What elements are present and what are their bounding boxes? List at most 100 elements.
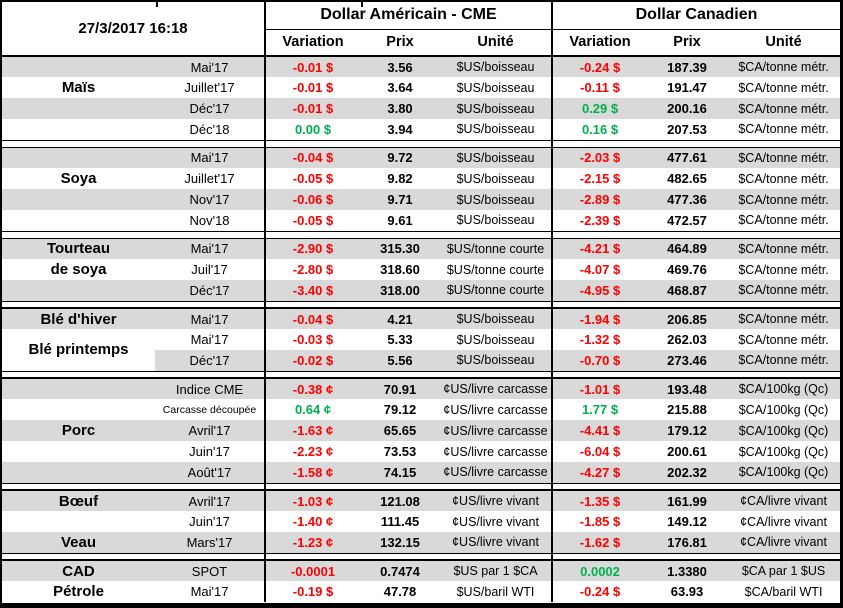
- us-variation-cell: -0.01 $: [264, 56, 361, 77]
- commodity-label-cell: Blé printemps: [28, 341, 129, 359]
- us-unit-cell: $US/boisseau: [456, 122, 535, 137]
- ca-price-cell: 202.32: [647, 462, 728, 483]
- us-unit-cell: $US/boisseau: [440, 147, 553, 168]
- ca-unit-cell: $CA/100kg (Qc): [738, 402, 829, 417]
- separator-us: [264, 482, 553, 491]
- ca-variation-cell: -6.04 $: [551, 441, 648, 462]
- ca-unit-cell: $CA/tonne métr.: [727, 238, 840, 259]
- group-separator-row: [2, 552, 840, 561]
- table-row: Soya Juillet'17 -0.05 $ 9.82 $US/boisseau -2.…: [2, 168, 840, 189]
- ca-price-cell: 63.93: [670, 584, 704, 599]
- separator-ca: [551, 370, 840, 379]
- ca-unit-cell: ¢CA/livre vivant: [727, 490, 840, 511]
- contract-month-cell: Déc'17: [155, 98, 266, 119]
- group-separator-row: [2, 230, 840, 239]
- ca-unit-cell: $CA/tonne métr.: [727, 280, 840, 301]
- group-separator-row: [2, 139, 840, 148]
- ca-price-cell: 176.81: [647, 532, 728, 553]
- commodity-label-cell: [2, 462, 155, 483]
- us-unit-cell: ¢US/livre vivant: [440, 532, 553, 553]
- separator-ca: [551, 482, 840, 491]
- us-variation-cell: -3.40 $: [264, 280, 361, 301]
- us-unit-cell: $US/tonne courte: [446, 262, 545, 277]
- us-unit-cell: ¢US/livre carcasse: [440, 378, 553, 399]
- ca-unit-cell: $CA/100kg (Qc): [738, 444, 829, 459]
- ca-variation-cell: -4.95 $: [551, 280, 648, 301]
- contract-month-cell: Carcasse découpée: [162, 403, 257, 416]
- us-price-cell: 5.56: [360, 350, 441, 371]
- datetime-header: 27/3/2017 16:18: [2, 2, 266, 57]
- ca-price-cell: 468.87: [647, 280, 728, 301]
- contract-month-cell: Nov'18: [189, 212, 230, 228]
- commodity-label-cell: Maïs: [61, 79, 96, 96]
- ca-variation-cell: -0.24 $: [551, 56, 648, 77]
- contract-month-cell: Août'17: [155, 462, 266, 483]
- separator-ca: [551, 552, 840, 561]
- ca-variation-cell: -1.85 $: [551, 511, 648, 532]
- ca-price-cell: 179.12: [647, 420, 728, 441]
- ca-unit-cell: $CA/tonne métr.: [738, 332, 829, 347]
- us-variation-cell: -0.02 $: [264, 350, 361, 371]
- us-variation-cell: 0.64 ¢: [264, 399, 361, 420]
- us-unite-header: Unité: [440, 29, 553, 57]
- us-variation-cell: 0.00 $: [264, 119, 361, 140]
- contract-month-cell: Avril'17: [155, 490, 266, 511]
- us-price-cell: 79.12: [383, 402, 417, 417]
- separator-left: [2, 370, 266, 379]
- ca-unit-cell: $CA/tonne métr.: [727, 189, 840, 210]
- ca-variation-cell: -4.07 $: [551, 259, 648, 280]
- contract-month-cell: Mai'17: [155, 56, 266, 77]
- us-variation-cell: -0.05 $: [264, 168, 361, 189]
- us-unit-cell: ¢US/livre vivant: [452, 514, 539, 529]
- commodity-label-cell: [2, 399, 155, 420]
- group-separator-row: [2, 370, 840, 379]
- us-price-cell: 111.45: [380, 514, 420, 529]
- commodity-label-cell: Tourteau: [2, 238, 155, 259]
- ca-price-cell: 472.57: [667, 212, 707, 228]
- us-unit-cell: $US/boisseau: [440, 98, 553, 119]
- commodity-label-cell: [2, 56, 155, 77]
- commodity-label-cell: Blé d'hiver: [2, 308, 155, 329]
- ca-variation-cell: 0.0002: [551, 560, 648, 581]
- us-variation-cell: -0.03 $: [264, 329, 361, 350]
- us-variation-header: Variation: [264, 29, 361, 57]
- table-row: Maïs Juillet'17 -0.01 $ 3.64 $US/boisseau -0.…: [2, 77, 840, 98]
- ca-unit-cell: $CA/tonne métr.: [727, 350, 840, 371]
- ca-price-cell: 273.46: [647, 350, 728, 371]
- contract-month-cell: Nov'17: [155, 189, 266, 210]
- us-unit-cell: $US/boisseau: [440, 350, 553, 371]
- ca-variation-cell: -0.11 $: [551, 77, 648, 98]
- ca-variation-cell: 0.16 $: [551, 119, 648, 140]
- table-row: Déc'17 -0.02 $5.56 $US/boisseau -0.70 $273.…: [2, 350, 840, 371]
- commodity-label-cell: Porc: [2, 420, 155, 441]
- us-price-cell: 4.21: [360, 308, 441, 329]
- commodity-label-cell: [2, 210, 155, 231]
- ca-variation-cell: -2.15 $: [551, 168, 648, 189]
- us-price-cell: 315.30: [360, 238, 441, 259]
- us-price-cell: 3.94: [387, 121, 413, 137]
- us-price-cell: 318.60: [380, 262, 420, 277]
- commodity-label-cell: [2, 98, 155, 119]
- us-price-cell: 3.64: [387, 80, 413, 95]
- us-unit-cell: ¢US/livre vivant: [440, 490, 553, 511]
- table-row: Août'17 -1.58 ¢ 74.15 ¢US/livre carcasse -4.…: [2, 462, 840, 483]
- us-price-cell: 9.61: [387, 212, 413, 228]
- us-unit-cell: ¢US/livre carcasse: [440, 462, 553, 483]
- us-price-cell: 9.71: [360, 189, 441, 210]
- us-variation-cell: -2.90 $: [264, 238, 361, 259]
- ca-price-cell: 1.3380: [647, 560, 728, 581]
- table-row: Indice CME -0.38 ¢ 70.91 ¢US/livre carcasse…: [2, 378, 840, 399]
- ca-price-cell: 187.39: [647, 56, 728, 77]
- ca-unit-cell: $CA/tonne métr.: [738, 262, 829, 277]
- us-variation-cell: -0.01 $: [264, 98, 361, 119]
- ca-unit-cell: ¢CA/livre vivant: [740, 514, 827, 529]
- us-variation-cell: -0.06 $: [264, 189, 361, 210]
- separator-left: [2, 230, 266, 239]
- table-row: Juin'17 -1.40 ¢ 111.45 ¢US/livre vivant -1.8…: [2, 511, 840, 532]
- us-price-cell: 47.78: [383, 584, 417, 599]
- contract-month-cell: Déc'18: [189, 121, 230, 137]
- separator-left: [2, 552, 266, 561]
- separator-us: [264, 230, 553, 239]
